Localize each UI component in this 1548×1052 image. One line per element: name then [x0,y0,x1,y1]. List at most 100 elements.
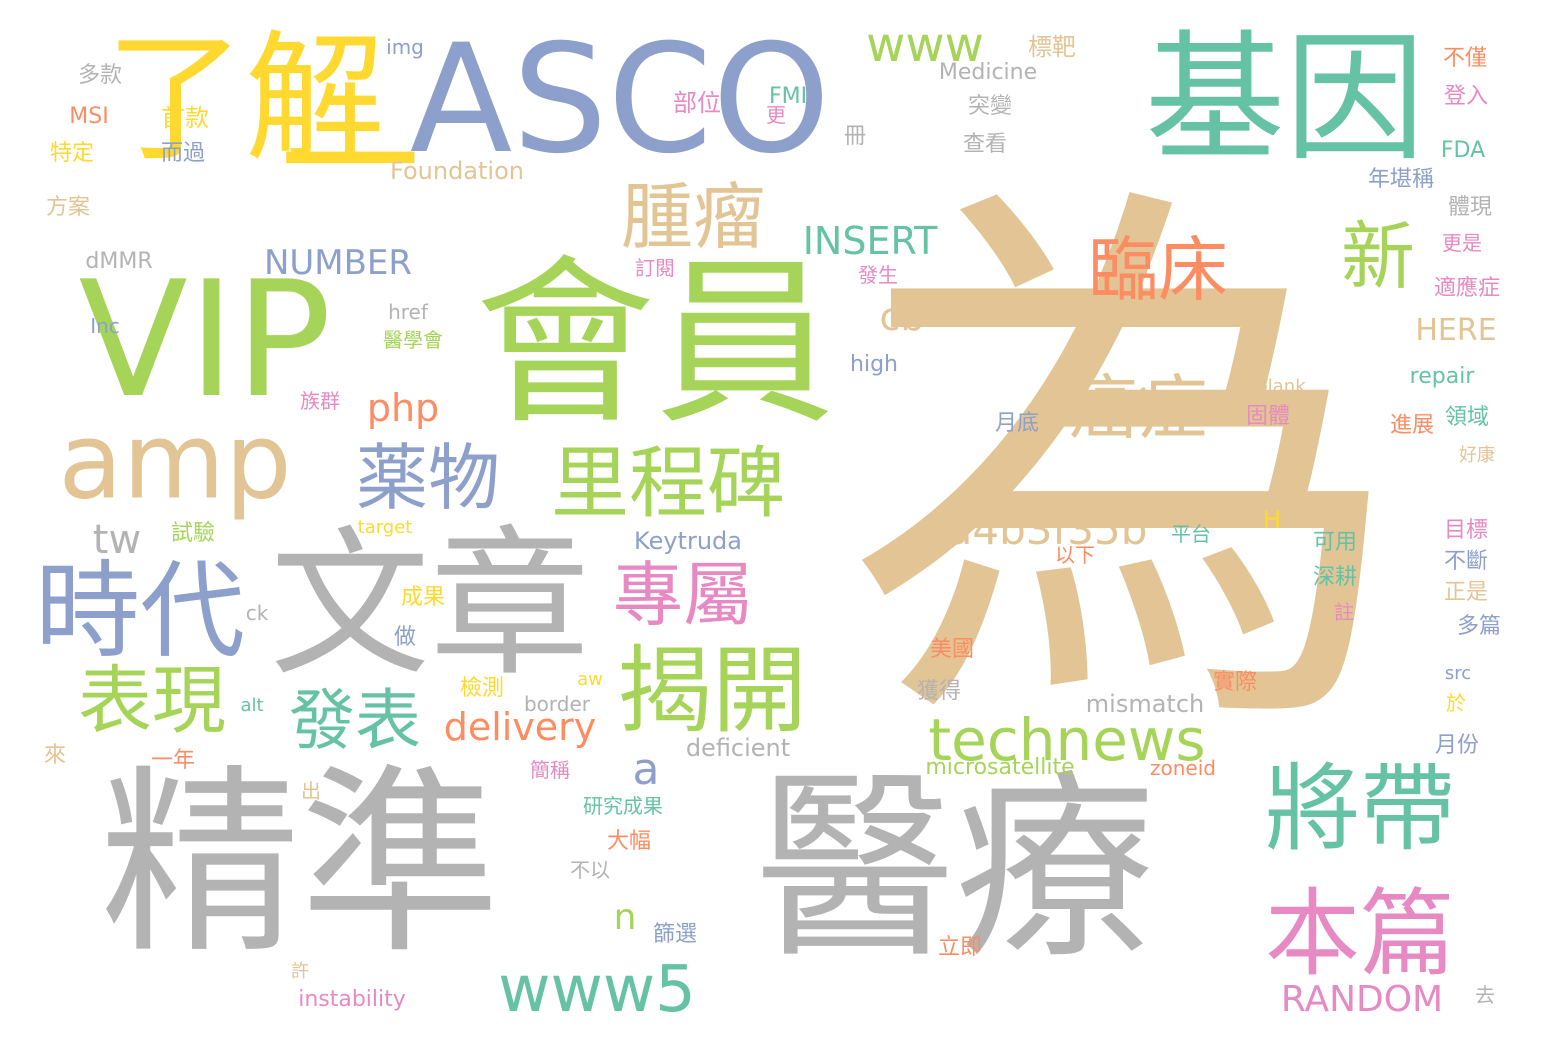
word: amp [58,400,292,523]
word: repair [1409,364,1475,389]
word: 於 [1446,691,1466,715]
word: 腫瘤 [620,175,766,259]
word: 發生 [858,263,898,287]
word: 了解 [104,18,386,181]
word: deficient [685,734,791,762]
word: 簡稱 [530,758,570,782]
word: 可用 [1312,530,1358,555]
word: 會員 [474,240,836,449]
word: H [1262,506,1282,534]
word: 固體 [1245,404,1291,429]
word: 平台 [1171,522,1211,546]
word: Inc [90,314,120,338]
word: php [366,386,440,430]
word: 註 [1334,600,1354,624]
word: mismatch [1085,690,1205,718]
word: 月份 [1434,733,1480,758]
word: a [632,744,660,795]
word: ck [245,601,269,625]
word: 獲得 [916,679,962,704]
word: 本篇 [1264,879,1456,990]
word: 出 [301,779,321,803]
word: target [357,517,413,538]
word: 文章 [269,511,591,698]
word: img [386,35,424,59]
word: 試驗 [170,521,216,546]
word: high [850,352,898,377]
word: 發表 [289,682,421,759]
word: 大幅 [606,829,652,854]
word: blank [1256,376,1306,397]
word: 里程碑 [550,439,786,529]
word: microsatellite [925,755,1075,780]
word: 族群 [300,389,340,413]
word: 部位 [673,89,721,117]
word: 將帶 [1264,754,1456,865]
word: 表現 [78,658,226,744]
word: 精準 [99,748,501,981]
word: delivery [443,705,597,749]
word: 月底 [994,411,1040,436]
word: 為 [845,144,1405,796]
word: VIP [78,246,332,433]
word: 來 [43,743,67,768]
word: aw [577,669,603,690]
word: zoneid [1150,756,1216,780]
word: 許 [291,961,309,982]
word: 冊 [843,124,867,149]
word: 基因 [1144,18,1426,181]
word: 成果 [400,585,446,610]
word: 突變 [967,94,1013,119]
word: 領域 [1444,405,1490,430]
word: 以下 [1055,543,1095,567]
word: 目標 [1443,518,1489,543]
word: FMI [768,84,808,109]
word: 新 [1341,214,1415,300]
word: 方案 [45,195,91,220]
word: 專屬 [613,554,753,636]
word: 醫學會 [383,328,443,352]
word: href [388,300,428,324]
word: a4b3f35b [946,505,1148,554]
word: 實際 [1212,670,1258,695]
word: 體現 [1447,195,1493,220]
word: 查看 [962,132,1008,157]
word: 篩選 [652,922,698,947]
word: 更是 [1442,231,1482,255]
word: 更 [766,103,786,127]
word: 薬物 [355,436,501,520]
word: 而過 [160,141,206,166]
word: 不斷 [1443,549,1489,574]
word: 多款 [77,63,123,88]
word: MSI [69,104,109,129]
word: 美國 [929,637,975,662]
word: 訂閱 [635,256,675,280]
word: 去 [1475,983,1495,1007]
word: 研究成果 [583,794,663,818]
word: 一 [279,83,421,246]
word: 做 [393,625,417,650]
word: 一年 [150,748,196,773]
word: 正是 [1443,580,1489,605]
word: www [866,17,984,73]
word: 適應症 [1433,276,1501,301]
word: INSERT [802,219,938,263]
word: 時代 [34,550,246,673]
word: FDA [1440,138,1486,163]
word: 不僅 [1442,46,1488,71]
word: 特定 [49,141,95,166]
word: n [613,897,637,938]
word: 好康 [1459,445,1495,466]
word: tw [92,517,142,563]
word: RANDOM [1280,979,1444,1020]
word: 首款 [161,104,209,132]
word: 登入 [1443,84,1489,109]
word: 醫療 [754,753,1156,986]
word: 深耕 [1312,565,1358,590]
word: 年堪稱 [1367,167,1435,192]
word: Medicine [938,60,1038,85]
word: technews [928,706,1206,774]
word: HERE [1415,313,1497,348]
word: src [1444,663,1472,684]
